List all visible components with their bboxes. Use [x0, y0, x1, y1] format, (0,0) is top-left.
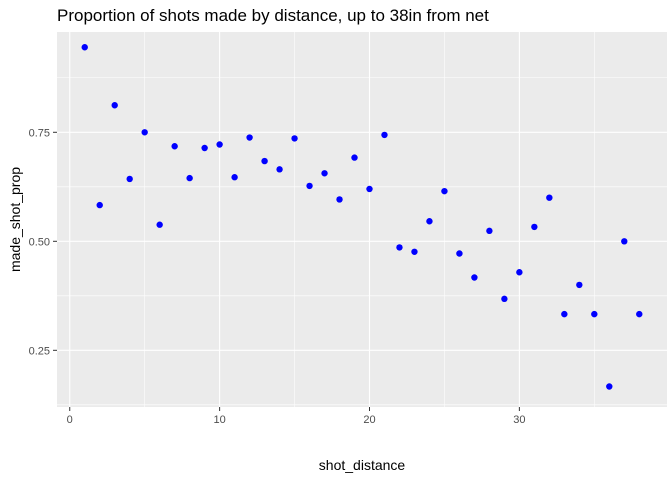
data-point [126, 175, 133, 183]
data-point [456, 250, 463, 257]
data-point [201, 144, 208, 152]
data-point [321, 170, 328, 177]
x-axis-title: shot_distance [319, 457, 406, 473]
data-point [231, 174, 238, 181]
data-point [186, 174, 193, 182]
data-point [306, 182, 313, 190]
minor-gridlines [57, 32, 667, 407]
data-point [96, 201, 103, 209]
y-tick-label: 0.25 [29, 345, 50, 357]
data-point [276, 166, 283, 173]
y-axis-title: made_shot_prop [7, 167, 23, 272]
data-point [111, 102, 118, 109]
data-point [486, 227, 493, 235]
x-tick-label: 0 [67, 414, 73, 426]
chart-title: Proportion of shots made by distance, up… [57, 6, 489, 25]
data-point [636, 310, 643, 318]
data-point [471, 274, 478, 281]
data-points [81, 44, 643, 390]
data-point [156, 221, 163, 228]
data-point [561, 310, 568, 318]
y-tick-label: 0.50 [29, 236, 50, 248]
data-point [171, 143, 178, 150]
data-point [576, 281, 583, 289]
data-point [426, 218, 433, 225]
plot-panel [57, 32, 667, 407]
data-point [351, 154, 358, 161]
data-point [366, 185, 373, 193]
data-point [81, 44, 88, 51]
data-point [246, 134, 253, 141]
y-tick-label: 0.75 [29, 127, 50, 139]
x-tick-label: 20 [363, 414, 375, 426]
y-axis-ticks: 0.25 0.50 0.75 [29, 127, 57, 357]
data-point [411, 248, 418, 255]
data-point [291, 135, 298, 142]
data-point [396, 244, 403, 251]
data-point [501, 295, 508, 303]
data-point [216, 141, 223, 148]
data-point [606, 383, 613, 390]
x-tick-label: 30 [513, 414, 525, 426]
data-point [381, 131, 388, 139]
data-point [546, 194, 553, 201]
data-point [531, 223, 538, 231]
data-point [516, 269, 523, 276]
x-tick-label: 10 [213, 414, 225, 426]
data-point [441, 187, 448, 195]
data-point [591, 310, 598, 318]
data-point [141, 129, 148, 136]
data-point [261, 157, 268, 165]
x-axis-ticks: 0 10 20 30 [67, 407, 525, 426]
data-point [336, 196, 343, 203]
data-point [621, 238, 628, 245]
major-gridlines [57, 32, 667, 407]
